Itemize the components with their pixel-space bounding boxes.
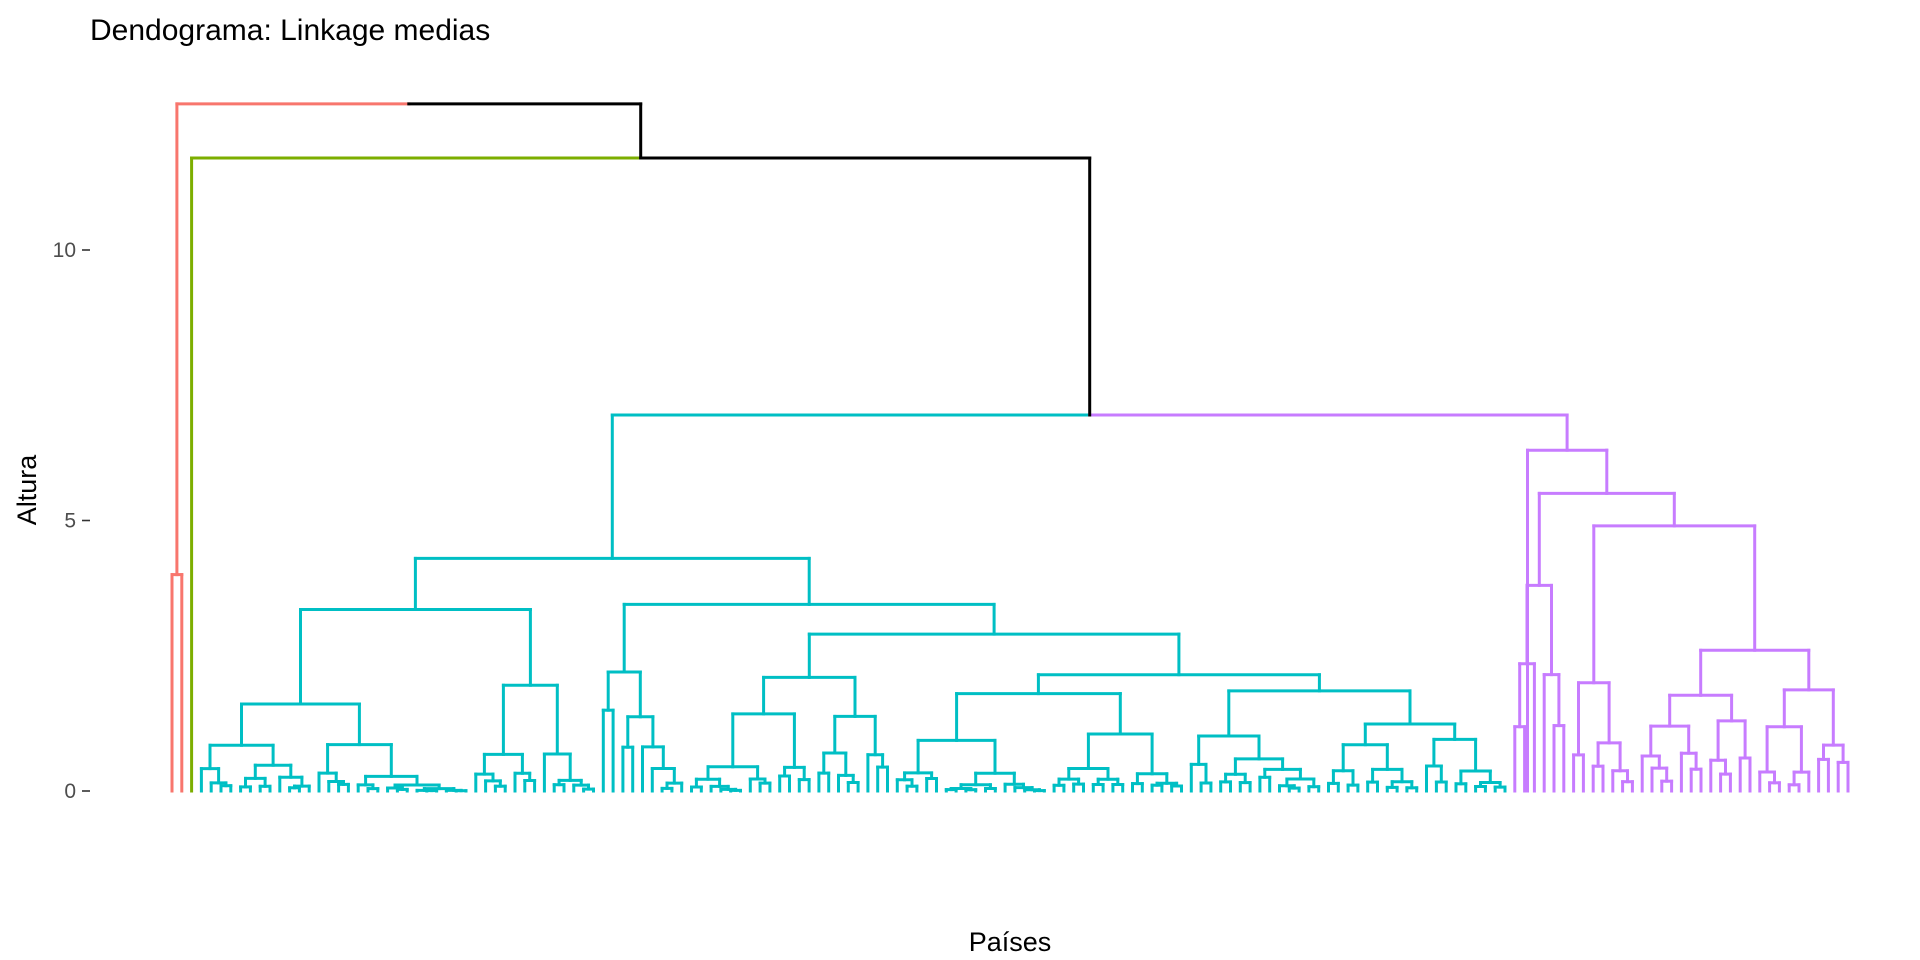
y-tick-label: 5 [64,510,76,533]
dendrogram-tree [170,102,1850,793]
y-tick-label: 10 [53,239,76,262]
y-tick-label: 0 [64,780,76,803]
x-axis-label: Países [969,927,1052,957]
y-axis: 0 5 10 [53,239,90,803]
y-axis-label: Altura [12,454,42,526]
chart-title: Dendograma: Linkage medias [90,14,490,47]
